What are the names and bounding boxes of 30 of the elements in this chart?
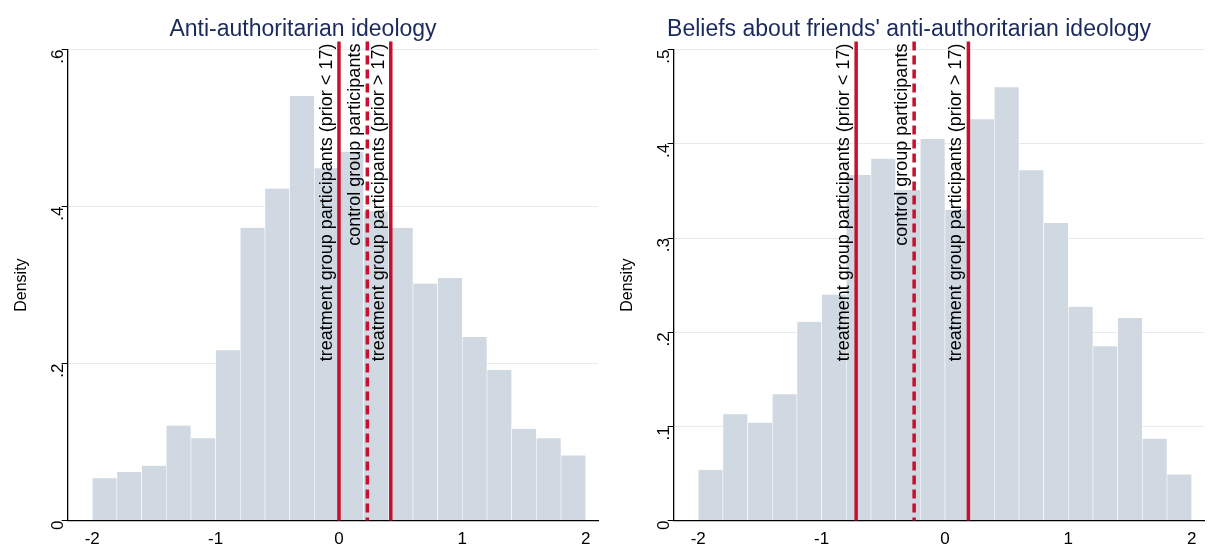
x-tick-label: 1 [1063,529,1074,549]
x-tick-label: -2 [690,529,706,549]
ref-line-label: treatment group participants (prior > 17) [945,43,966,362]
y-tick-label: .4 [48,206,68,221]
x-tick-label: 1 [457,529,468,549]
y-tick-label: .2 [48,363,68,378]
ref-line-label: treatment group participants (prior < 17) [315,43,336,362]
ref-line-label: treatment group participants (prior < 17) [833,43,854,362]
y-tick-label: .4 [654,143,674,158]
y-tick-label: .6 [48,49,68,64]
y-tick-label: 0 [48,520,68,531]
x-tick-label: 0 [334,529,344,549]
x-tick-label: 0 [940,529,950,549]
x-tick-label: -2 [84,529,100,549]
x-tick-label: 2 [580,529,591,549]
chart-title: Anti-authoritarian ideology [169,15,438,42]
x-tick-label: -1 [208,529,224,549]
ref-line-label: treatment group participants (prior > 17) [367,43,388,362]
x-tick-label: -1 [814,529,830,549]
y-tick-label: .5 [654,49,674,64]
ref-line-label: control group participants [891,43,912,246]
y-tick-label: .1 [654,426,674,441]
y-tick-label: .3 [654,238,674,253]
y-axis-title: Density [12,258,30,312]
y-tick-label: .2 [654,332,674,347]
y-tick-label: 0 [654,520,674,531]
y-axis-title: Density [618,258,636,312]
chart-title: Beliefs about friends' anti-authoritarian ideology [667,15,1152,42]
ref-line-label: control group participants [344,43,365,246]
x-tick-label: 2 [1186,529,1197,549]
